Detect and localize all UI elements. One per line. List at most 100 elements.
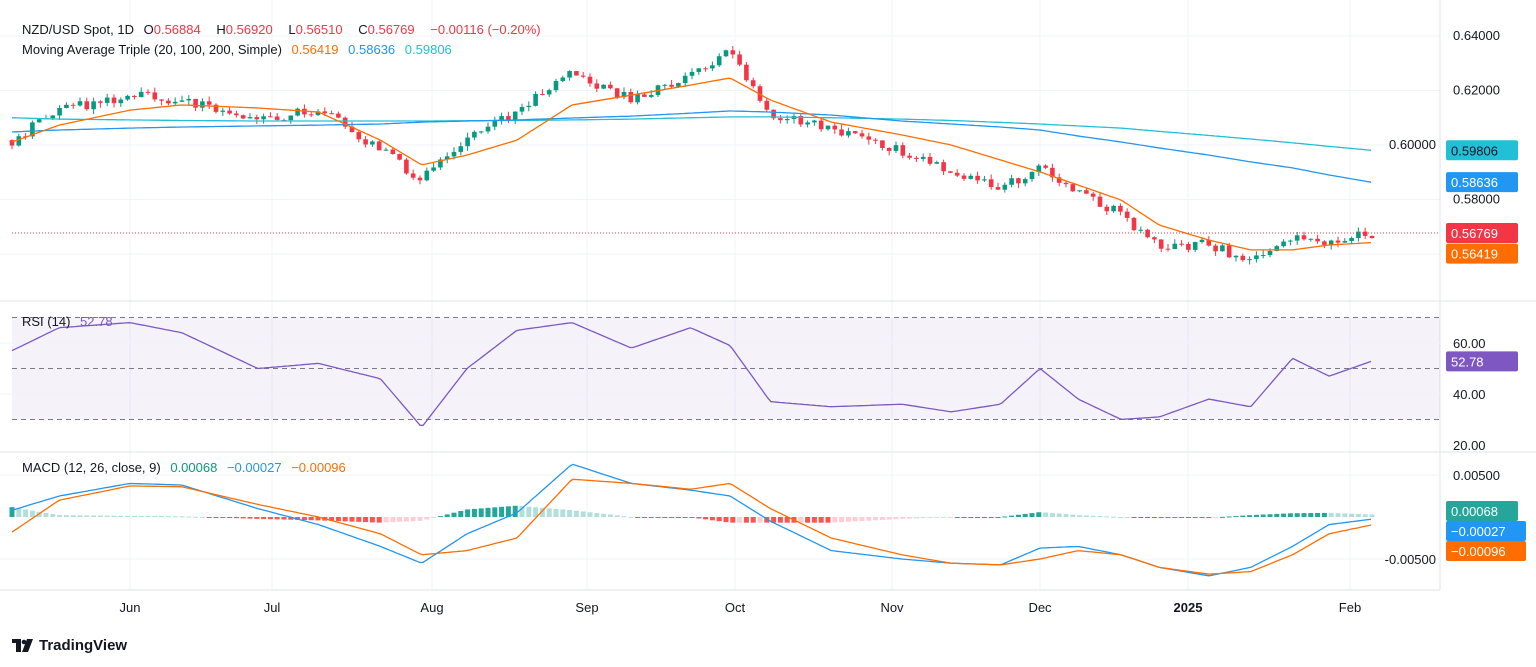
ma200-badge: 0.59806 <box>1451 143 1498 158</box>
macd-histogram-bar <box>247 517 253 519</box>
candle-body <box>84 101 90 110</box>
candle-body <box>744 64 749 81</box>
time-tick-label: Jul <box>264 600 281 615</box>
ma100-badge-bg <box>1446 172 1518 193</box>
macd-histogram-bar <box>519 506 525 517</box>
rsi-tick-label: 40.00 <box>1453 387 1486 402</box>
candle-body <box>1179 243 1184 245</box>
candle-body <box>234 113 239 116</box>
brand-name: TradingView <box>39 637 128 654</box>
macd-histogram-bar <box>410 517 416 522</box>
candle-body <box>852 131 858 134</box>
candle-body <box>342 117 348 127</box>
candle-body <box>1349 237 1354 242</box>
candle-body <box>907 155 912 158</box>
candle-body <box>1220 245 1225 252</box>
macd-histogram-bar <box>947 517 953 518</box>
candle-body <box>880 140 885 149</box>
candle-body <box>308 114 314 116</box>
candle-body <box>200 101 205 108</box>
macd-histogram-bar <box>723 517 729 523</box>
candle-body <box>1152 237 1157 240</box>
macd-histogram-bar <box>1206 517 1212 518</box>
candle-body <box>621 91 627 98</box>
macd-histogram-bar <box>784 517 790 523</box>
candle-body <box>1247 259 1252 261</box>
candle-body <box>1145 229 1150 238</box>
candle-body <box>723 50 729 57</box>
macd-histogram-bar <box>84 515 90 517</box>
macd-histogram-bar <box>397 517 403 522</box>
candle-body <box>111 97 117 104</box>
candle-body <box>893 145 899 151</box>
macd-histogram-bar <box>199 516 205 518</box>
time-tick-label: Oct <box>725 600 746 615</box>
macd-tick-label: -0.00500 <box>1385 552 1436 567</box>
macd-histogram-bar <box>1172 517 1178 518</box>
macd-histogram-bar <box>288 517 294 520</box>
macd-histogram-bar <box>839 517 845 523</box>
candle-body <box>152 92 158 100</box>
macd-histogram-bar <box>689 517 695 518</box>
candle-body <box>648 95 654 97</box>
candle-body <box>451 151 457 157</box>
candle-body <box>1158 239 1164 249</box>
macd-histogram-bar <box>873 517 879 521</box>
candle-body <box>1118 205 1123 212</box>
macd-histogram-bar <box>390 517 396 523</box>
ma200-value: 0.59806 <box>404 42 452 57</box>
tradingview-logo[interactable]: TradingView <box>12 637 127 654</box>
macd-histogram-bar <box>1185 517 1191 518</box>
time-tick-label: Feb <box>1339 600 1361 615</box>
macd-histogram-bar <box>206 517 212 518</box>
candle-body <box>750 80 756 87</box>
candle-body <box>336 113 341 118</box>
rsi-badge-bg <box>1446 351 1518 372</box>
macd-histogram-bar <box>975 517 981 518</box>
time-tick-label: Sep <box>575 600 598 615</box>
candle-body <box>98 101 103 103</box>
macd-histogram-bar <box>111 515 117 517</box>
time-tick-label: Aug <box>420 600 443 615</box>
candle-body <box>1124 211 1130 218</box>
macd-histogram-bar <box>560 509 566 517</box>
macd-badge: −0.00027 <box>1451 524 1506 539</box>
macd-histogram-bar <box>1111 516 1117 518</box>
candle-body <box>540 93 545 95</box>
macd-histogram-bar <box>818 517 824 523</box>
ma20-badge-bg <box>1446 243 1518 264</box>
candle-body <box>295 108 300 116</box>
candle-body <box>1294 235 1300 241</box>
candle-body <box>1233 255 1239 258</box>
candle-body <box>1288 240 1293 242</box>
macd-hist-badge: 0.00068 <box>1451 504 1498 519</box>
candle-body <box>778 118 783 121</box>
macd-histogram-bar <box>308 517 314 521</box>
ma200-line <box>12 116 1372 151</box>
candle-body <box>363 139 368 145</box>
candle-body <box>1043 165 1048 168</box>
macd-histogram-bar <box>655 517 661 518</box>
macd-histogram-bar <box>1349 513 1355 517</box>
macd-histogram-bar <box>16 508 22 517</box>
candle-body <box>1084 190 1089 194</box>
macd-histogram-bar <box>635 517 641 518</box>
candle-body <box>689 71 695 76</box>
macd-histogram-bar <box>43 512 49 517</box>
macd-histogram-bar <box>1362 514 1368 517</box>
macd-histogram-bar <box>1090 515 1096 517</box>
macd-histogram-bar <box>1294 513 1300 517</box>
macd-histogram-bar <box>1247 515 1253 517</box>
macd-histogram-bar <box>437 516 443 518</box>
macd-histogram-bar <box>281 517 287 520</box>
macd-histogram-bar <box>573 510 579 517</box>
candle-body <box>608 84 613 89</box>
candle-body <box>179 100 185 102</box>
candle-body <box>1308 238 1314 240</box>
macd-histogram-bar <box>1240 515 1246 517</box>
macd-histogram-bar <box>771 517 777 523</box>
candle-body <box>1328 240 1334 245</box>
macd-histogram-bar <box>444 514 450 517</box>
candle-body <box>1172 243 1178 250</box>
